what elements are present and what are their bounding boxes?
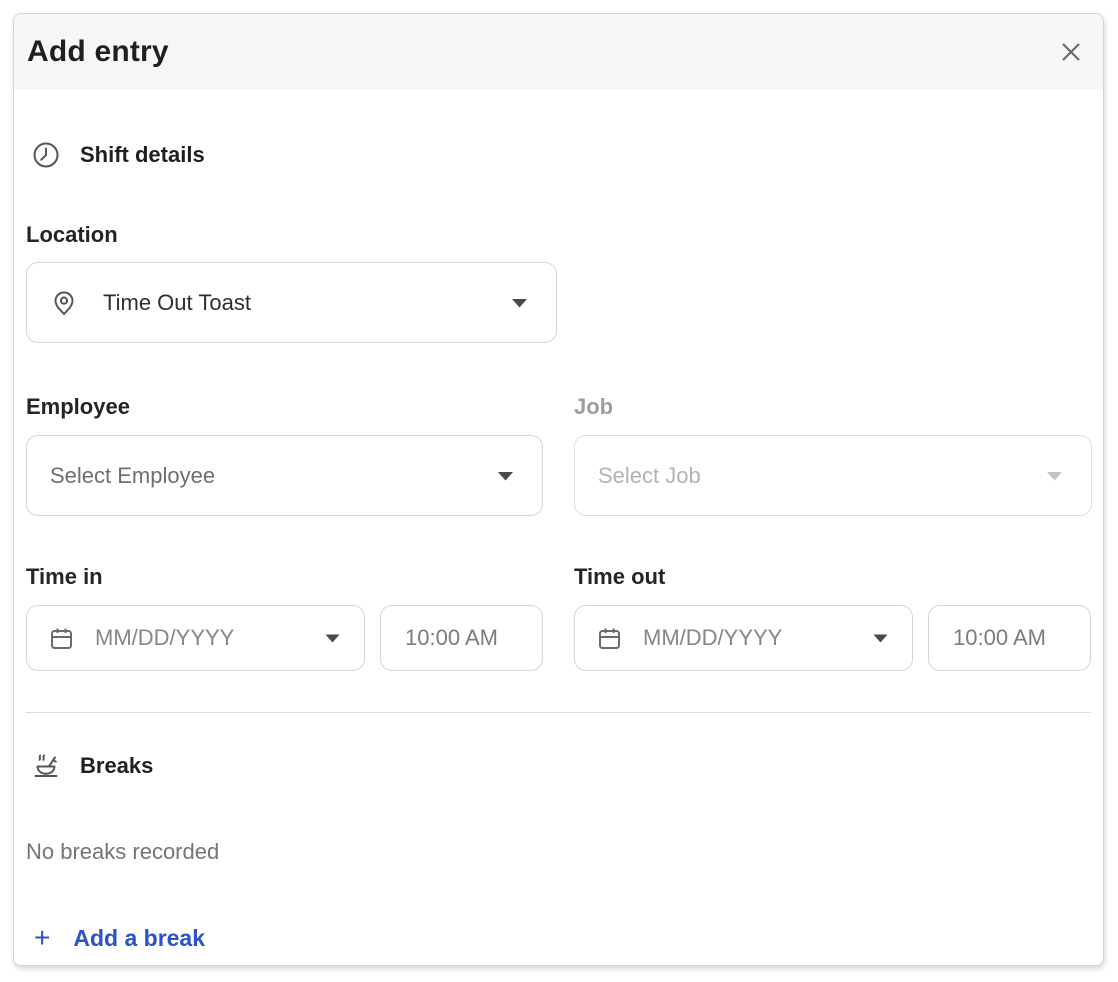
modal-body: Shift details Location Time Out Toast (14, 140, 1103, 952)
location-pin-icon (50, 289, 78, 317)
shift-details-heading: Shift details (26, 140, 1091, 170)
time-in-time-input[interactable] (380, 605, 543, 671)
job-select[interactable]: Select Job (574, 435, 1092, 516)
job-select-placeholder: Select Job (598, 462, 701, 488)
time-out-label: Time out (574, 564, 666, 589)
calendar-icon (596, 625, 623, 652)
time-in-label: Time in (26, 564, 103, 589)
chevron-down-icon (497, 471, 514, 481)
chevron-down-icon (1046, 471, 1063, 481)
time-row: Time in MM/DD/YYYY (26, 564, 1091, 671)
close-button[interactable] (1051, 32, 1091, 72)
modal-title: Add entry (27, 35, 169, 68)
calendar-icon (48, 625, 75, 652)
modal-header: Add entry (14, 14, 1103, 90)
location-select-value: Time Out Toast (103, 289, 251, 315)
employee-select[interactable]: Select Employee (26, 435, 543, 516)
employee-label: Employee (26, 394, 130, 419)
hot-drink-icon (31, 751, 61, 781)
chevron-down-icon (873, 634, 888, 643)
employee-job-row: Employee Select Employee Job Select Job (26, 394, 1092, 516)
time-out-date-placeholder: MM/DD/YYYY (643, 625, 783, 650)
add-break-button[interactable]: + Add a break (26, 924, 205, 952)
no-breaks-text: No breaks recorded (26, 839, 220, 864)
time-in-field-group: Time in MM/DD/YYYY (26, 564, 543, 671)
breaks-heading: Breaks (26, 751, 1091, 781)
job-label: Job (574, 394, 614, 419)
employee-field-group: Employee Select Employee (26, 394, 543, 516)
time-out-date-select[interactable]: MM/DD/YYYY (574, 605, 913, 671)
chevron-down-icon (511, 298, 528, 308)
employee-select-placeholder: Select Employee (50, 462, 216, 488)
clock-icon (31, 140, 61, 170)
add-break-label: Add a break (73, 924, 206, 951)
time-in-date-select[interactable]: MM/DD/YYYY (26, 605, 365, 671)
shift-details-title: Shift details (80, 142, 205, 167)
chevron-down-icon (325, 634, 340, 643)
job-field-group: Job Select Job (574, 394, 1092, 516)
location-label: Location (26, 222, 118, 247)
time-out-field-group: Time out MM/DD/YYYY (574, 564, 1092, 671)
add-entry-modal: Add entry Shift details Location (13, 13, 1104, 966)
close-icon (1055, 36, 1087, 68)
breaks-title: Breaks (80, 753, 154, 778)
time-out-time-input[interactable] (928, 605, 1091, 671)
section-divider (26, 712, 1091, 713)
plus-icon: + (34, 922, 51, 953)
location-select[interactable]: Time Out Toast (26, 262, 557, 343)
time-in-date-placeholder: MM/DD/YYYY (95, 625, 235, 650)
location-field-group: Location Time Out Toast (26, 222, 1091, 343)
